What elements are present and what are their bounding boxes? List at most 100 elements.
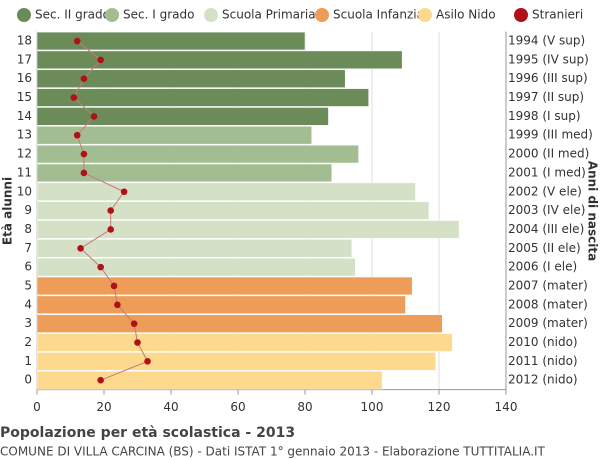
y2-tick-label: 2010 (nido) [508,335,578,349]
bar [36,163,333,183]
y-tick-label: 12 [17,147,32,161]
point [110,282,118,290]
y2-tick-label: 2000 (II med) [508,147,589,161]
y-tick-label: 11 [17,165,32,179]
y-tick-label: 6 [24,260,32,274]
x-tick-label: 120 [428,400,451,414]
point [80,75,88,83]
y2-tick-label: 2003 (IV ele) [508,203,585,217]
y2-tick-label: 2008 (mater) [508,297,588,311]
legend-label: Asilo Nido [436,8,496,22]
bar [36,257,356,277]
legend-label: Sec. II grado [35,8,110,22]
point [107,226,114,233]
y-tick-label: 7 [24,241,32,255]
point [130,320,138,327]
y-tick-label: 15 [17,90,32,104]
point [107,207,114,214]
x-tick-label: 40 [163,400,178,414]
point [134,339,141,346]
legend-marker [17,8,31,22]
y-tick-label: 14 [17,109,32,123]
legend-label: Sec. I grado [123,8,194,22]
y2-axis-title: Anni di nascita [586,161,600,261]
bar [36,126,312,145]
legend-marker [418,8,432,22]
point [77,244,84,252]
y2-tick-label: 2006 (I ele) [508,260,577,274]
y-tick-label: 8 [24,222,32,236]
point [120,188,128,196]
y-axis-title: Età alunni [1,177,15,245]
y-tick-label: 3 [24,316,32,330]
x-tick-label: 0 [33,400,41,414]
x-tick-label: 80 [297,400,312,414]
point [73,131,81,139]
y2-tick-label: 2004 (III ele) [508,222,584,236]
x-tick-label: 60 [230,400,245,414]
legend-marker [315,8,329,22]
point [97,56,104,64]
y2-tick-label: 1995 (IV sup) [508,52,589,66]
bar [36,333,453,352]
point [73,37,81,45]
y2-tick-label: 2002 (V ele) [508,184,582,198]
y2-tick-label: 1997 (II sup) [508,90,584,104]
y2-tick-label: 2001 (I med) [508,165,586,179]
x-tick-label: 20 [96,400,111,414]
legend-label: Scuola Primaria [222,8,316,22]
bar [36,31,306,51]
x-tick-label: 100 [361,400,384,414]
point [144,358,151,365]
legend-label: Scuola Infanzia [333,8,424,22]
bar [36,239,353,258]
point [80,169,88,177]
y-tick-label: 17 [17,52,32,66]
point [97,376,104,384]
y-tick-label: 4 [24,297,32,311]
chart-title: Popolazione per età scolastica - 2013 [0,425,295,441]
legend-label: Stranieri [532,8,583,22]
y2-tick-label: 1998 (I sup) [508,109,581,123]
y-tick-label: 18 [17,34,32,48]
point [97,263,104,271]
legend-marker [204,8,218,22]
bar [36,107,329,126]
y2-tick-label: 2005 (II ele) [508,241,581,255]
y2-tick-label: 2009 (mater) [508,316,588,330]
y-tick-label: 5 [24,278,32,292]
y-tick-label: 1 [24,354,32,368]
bar [36,295,406,314]
chart-subtitle: COMUNE DI VILLA CARCINA (BS) - Dati ISTA… [0,445,546,459]
bar [36,144,359,164]
point [90,113,98,120]
y2-tick-label: 1999 (III med) [508,128,593,142]
bar [36,182,416,201]
bar [36,88,369,107]
bar [36,69,346,88]
bar [36,314,443,333]
y2-tick-label: 1994 (V sup) [508,34,585,48]
y-tick-label: 2 [24,335,32,349]
y-tick-label: 10 [17,184,32,198]
point [80,150,88,158]
bar [36,276,413,296]
legend-marker [514,8,528,22]
y-tick-label: 16 [17,71,32,85]
bar [36,352,436,371]
bar [36,371,383,390]
y-tick-label: 9 [24,203,32,217]
point [70,94,78,101]
y2-tick-label: 1996 (III sup) [508,71,588,85]
x-tick-label: 140 [495,400,518,414]
y-tick-label: 0 [24,373,32,387]
bar [36,220,460,239]
y2-tick-label: 2007 (mater) [508,278,588,292]
bar [36,50,403,70]
y2-tick-label: 2012 (nido) [508,373,578,387]
y-tick-label: 13 [17,128,32,142]
point [114,301,121,309]
legend-marker [105,8,119,22]
bar [36,201,430,220]
